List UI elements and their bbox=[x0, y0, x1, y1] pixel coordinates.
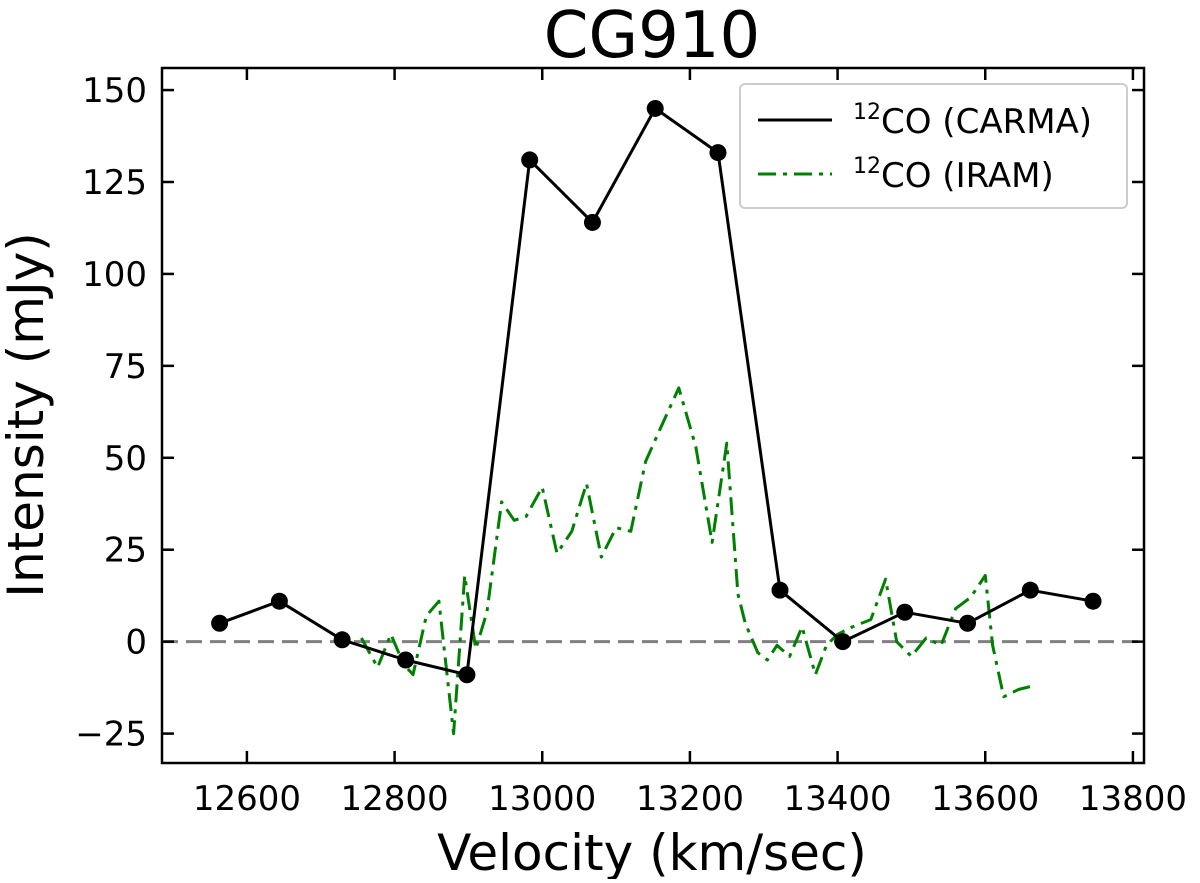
legend-frame bbox=[739, 83, 1128, 209]
x-tick-label: 12600 bbox=[193, 779, 301, 819]
y-axis-label: Intensity (mJy) bbox=[0, 232, 55, 598]
data-point-carma bbox=[397, 651, 415, 669]
y-tick-label: 150 bbox=[82, 71, 147, 111]
y-tick-label: 125 bbox=[82, 163, 147, 203]
data-point-carma bbox=[959, 614, 977, 632]
x-tick-label: 13400 bbox=[784, 779, 892, 819]
data-point-carma bbox=[1084, 592, 1102, 610]
series-line-iram bbox=[360, 386, 1034, 736]
x-tick-label: 13600 bbox=[931, 779, 1039, 819]
data-point-carma bbox=[270, 592, 288, 610]
x-tick-label: 13800 bbox=[1079, 779, 1187, 819]
plot-frame bbox=[160, 66, 1146, 765]
x-tick-label: 12800 bbox=[340, 779, 448, 819]
legend-entry-text: CO (IRAM) bbox=[881, 156, 1054, 196]
data-point-carma bbox=[521, 151, 539, 169]
x-axis-label: Velocity (km/sec) bbox=[437, 824, 867, 879]
y-tick-label: 25 bbox=[104, 531, 147, 571]
plot-area: 12600 12800 13000 13200 13400 13600 13800 −25 0 2… bbox=[75, 66, 1187, 819]
legend-entry-text: CO (CARMA) bbox=[881, 102, 1092, 142]
legend-entry-label: 12CO (IRAM) bbox=[853, 154, 1054, 196]
data-point-carma bbox=[1021, 581, 1039, 599]
y-tick-label: 0 bbox=[125, 623, 147, 663]
y-tick-label: −25 bbox=[75, 715, 147, 755]
y-tick-label: 75 bbox=[104, 347, 147, 387]
data-point-carma bbox=[709, 144, 727, 162]
data-point-carma bbox=[896, 603, 914, 621]
data-point-carma bbox=[771, 581, 789, 599]
legend-entry-superscript: 12 bbox=[853, 100, 881, 125]
y-tick-label: 50 bbox=[104, 439, 147, 479]
legend-entry-superscript: 12 bbox=[853, 154, 881, 179]
y-tick-label: 100 bbox=[82, 255, 147, 295]
x-tick-label: 13000 bbox=[488, 779, 596, 819]
legend-entry-label: 12CO (CARMA) bbox=[853, 100, 1092, 142]
data-point-carma bbox=[333, 631, 351, 649]
chart-title: CG910 bbox=[544, 0, 760, 73]
data-point-carma bbox=[211, 614, 229, 632]
x-tick-label: 13200 bbox=[636, 779, 744, 819]
legend: 12CO (CARMA)12CO (IRAM) bbox=[739, 83, 1128, 209]
data-point-carma bbox=[834, 633, 852, 651]
data-point-carma bbox=[583, 213, 601, 231]
data-point-carma bbox=[458, 666, 476, 684]
data-point-carma bbox=[646, 99, 664, 117]
